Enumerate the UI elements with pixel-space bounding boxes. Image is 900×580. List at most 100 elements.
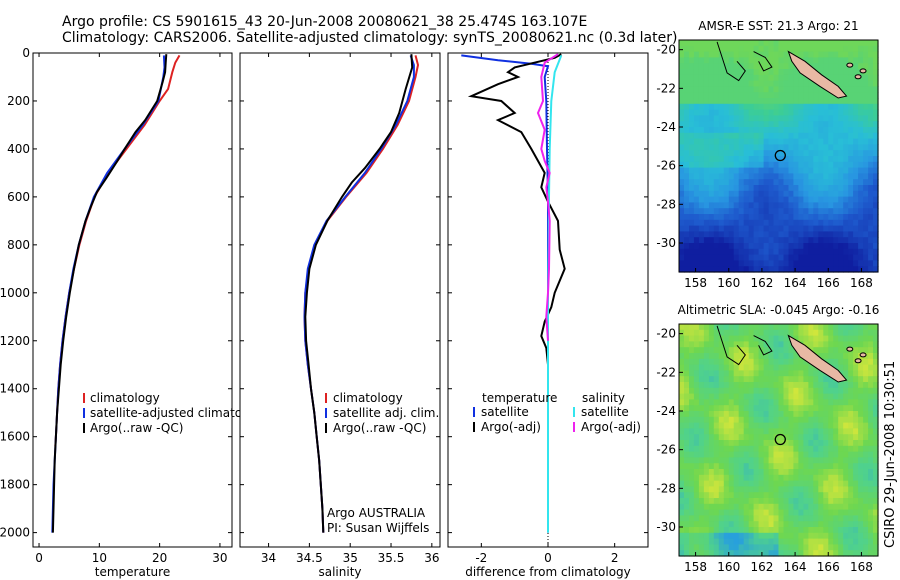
map-cell — [863, 416, 869, 424]
map-cell — [768, 167, 775, 174]
map-cell — [828, 51, 834, 58]
map-y-tick-label: -20 — [656, 327, 676, 341]
map-cell — [723, 474, 730, 482]
map-cell — [828, 254, 834, 261]
map-cell — [868, 393, 874, 400]
map-cell — [768, 393, 775, 400]
map-cell — [778, 196, 785, 203]
map-cell — [768, 225, 775, 232]
map-cell — [873, 480, 879, 487]
map-cell — [783, 266, 790, 273]
map-cell — [698, 416, 705, 424]
map-cell — [788, 422, 795, 429]
map-cell — [684, 185, 690, 192]
map-cell — [703, 173, 710, 180]
map-cell — [868, 463, 874, 470]
map-cell — [853, 138, 859, 145]
map-cell — [833, 167, 839, 174]
map-cell — [803, 498, 809, 505]
map-cell — [679, 45, 685, 53]
map-cell — [748, 358, 755, 366]
map-cell — [873, 347, 879, 354]
map-cell — [733, 254, 740, 261]
map-cell — [773, 127, 780, 134]
map-cell — [778, 202, 785, 209]
map-cell — [698, 527, 705, 534]
map-cell — [783, 86, 790, 93]
map-cell — [698, 45, 705, 53]
map-y-tick-label: -30 — [656, 236, 676, 250]
map-cell — [778, 370, 785, 377]
map-cell — [708, 138, 715, 145]
map-cell — [768, 486, 775, 493]
map-cell — [803, 190, 809, 198]
map-cell — [838, 74, 844, 82]
map-cell — [768, 515, 775, 522]
map-cell — [783, 51, 790, 58]
map-cell — [868, 486, 874, 493]
map-cell — [783, 521, 790, 528]
map-cell — [868, 132, 874, 140]
map-cell — [679, 248, 685, 256]
map-cell — [703, 150, 710, 157]
map-cell — [703, 411, 710, 418]
map-cell — [753, 376, 760, 383]
map-cell — [698, 80, 705, 87]
map-cell — [813, 550, 819, 557]
map-cell — [843, 179, 849, 186]
map-cell — [708, 167, 715, 174]
map-cell — [803, 179, 809, 186]
map-cell — [758, 45, 765, 53]
map-cell — [773, 480, 780, 487]
map-cell — [868, 353, 874, 360]
map-cell — [698, 115, 705, 122]
map-cell — [693, 248, 700, 256]
map-cell — [773, 138, 780, 145]
map-cell — [718, 63, 725, 70]
map-cell — [763, 422, 770, 429]
map-cell — [778, 40, 785, 47]
map-cell — [823, 434, 829, 441]
map-cell — [848, 428, 854, 435]
map-cell — [723, 98, 730, 105]
map-cell — [743, 498, 750, 505]
map-cell — [778, 416, 785, 424]
map-cell — [698, 451, 705, 458]
map-cell — [873, 492, 879, 499]
map-cell — [853, 132, 859, 140]
map-cell — [833, 550, 839, 557]
map-cell — [738, 127, 745, 134]
map-cell — [748, 98, 755, 105]
map-cell — [753, 532, 760, 540]
map-cell — [763, 521, 770, 528]
map-cell — [733, 127, 740, 134]
map-cell — [753, 434, 760, 441]
map-cell — [689, 532, 695, 540]
map-cell — [788, 219, 795, 227]
map-cell — [823, 550, 829, 557]
map-cell — [693, 161, 700, 169]
map-cell — [703, 144, 710, 151]
map-cell — [858, 219, 864, 227]
sla_map-frame — [678, 323, 879, 557]
map-cell — [828, 231, 834, 238]
map-cell — [684, 509, 690, 516]
map-cell — [793, 243, 799, 250]
map-cell — [718, 538, 725, 545]
map-cell — [793, 393, 799, 400]
map-cell — [873, 550, 879, 557]
map-cell — [838, 387, 844, 395]
map-cell — [679, 179, 685, 186]
map-cell — [743, 329, 750, 337]
map-cell — [693, 329, 700, 337]
map-cell — [853, 329, 859, 337]
map-cell — [684, 231, 690, 238]
map-cell — [813, 109, 819, 116]
map-cell — [833, 492, 839, 499]
map-cell — [873, 40, 879, 47]
map-cell — [684, 150, 690, 157]
map-cell — [858, 121, 864, 128]
map-cell — [803, 463, 809, 470]
map-cell — [679, 237, 685, 244]
map-cell — [843, 86, 849, 93]
